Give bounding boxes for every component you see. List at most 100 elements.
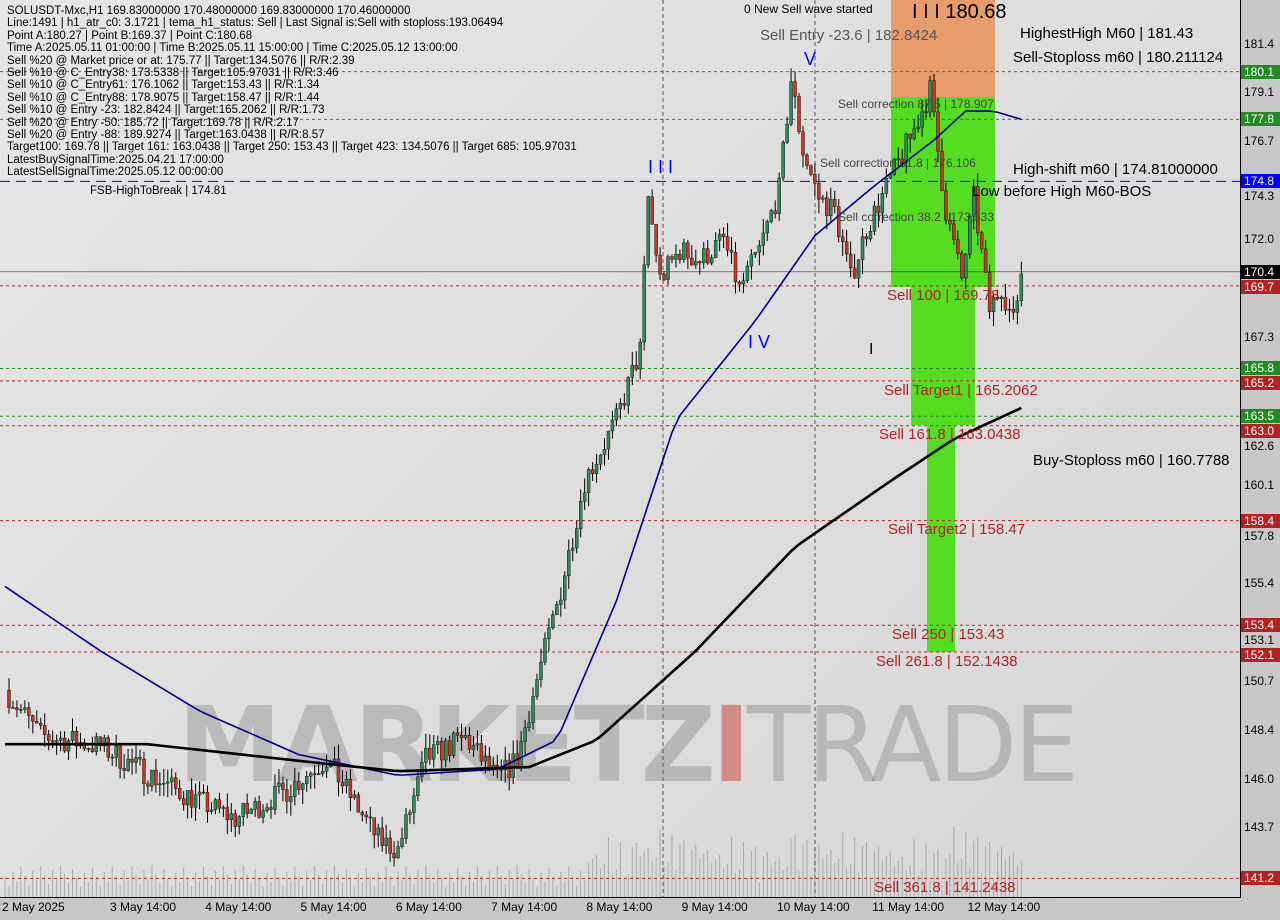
candle-body bbox=[285, 789, 289, 802]
volume-bar bbox=[123, 871, 125, 897]
volume-bar bbox=[135, 875, 137, 897]
volume-bar bbox=[957, 863, 959, 897]
candle-body bbox=[575, 528, 579, 549]
candle-body bbox=[694, 261, 698, 266]
candle-body bbox=[82, 742, 87, 750]
highest-high-label: HighestHigh M60 | 181.43 bbox=[1020, 25, 1194, 42]
volume-bar bbox=[596, 855, 598, 897]
volume-bar bbox=[250, 883, 252, 897]
volume-bar bbox=[981, 873, 983, 897]
volume-bar bbox=[806, 840, 808, 897]
candle-body bbox=[737, 281, 742, 285]
candle-body bbox=[638, 341, 642, 370]
info-line: Sell %10 @ C_Entry38: 173.5338 || Target… bbox=[7, 67, 339, 80]
candle-body bbox=[46, 734, 51, 741]
volume-bar bbox=[345, 869, 347, 897]
volume-bar bbox=[127, 880, 129, 897]
candle-body bbox=[781, 142, 785, 179]
volume-bar bbox=[584, 880, 586, 897]
volume-bar bbox=[75, 878, 77, 897]
candle-body bbox=[670, 256, 674, 260]
candle-body bbox=[134, 757, 138, 763]
candle-body bbox=[559, 599, 563, 605]
candle-body bbox=[269, 807, 273, 810]
volume-bar bbox=[993, 878, 995, 897]
volume-bar bbox=[282, 886, 284, 897]
candle-body bbox=[793, 81, 797, 97]
candle-body bbox=[527, 722, 531, 728]
y-tick-label: 176.7 bbox=[1244, 134, 1275, 149]
price-chart[interactable] bbox=[0, 0, 1240, 897]
info-panel: SOLUSDT-Mxc,H1 169.83000000 170.48000000… bbox=[7, 5, 577, 179]
candle-body bbox=[777, 177, 781, 215]
volume-bar bbox=[667, 862, 669, 897]
volume-bar bbox=[854, 837, 856, 897]
candle-body bbox=[535, 679, 539, 697]
candle-body bbox=[908, 133, 912, 139]
volume-bar bbox=[457, 868, 459, 897]
candle-body bbox=[106, 737, 110, 758]
info-line: Sell %20 @ Market price or at: 175.77 ||… bbox=[7, 54, 355, 67]
volume-bar bbox=[540, 873, 542, 897]
sell-100-label: Sell 100 | 169.78 bbox=[887, 287, 1000, 304]
candle-body bbox=[455, 732, 460, 736]
volume-bar bbox=[12, 872, 14, 897]
candle-body bbox=[630, 364, 634, 378]
candle-body bbox=[578, 501, 583, 529]
candle-body bbox=[924, 111, 928, 113]
volume-bar bbox=[24, 876, 26, 897]
candle-body bbox=[749, 254, 754, 267]
candle-body bbox=[995, 297, 1000, 300]
candle-body bbox=[217, 799, 222, 809]
candle-body bbox=[122, 768, 126, 771]
volume-bar bbox=[977, 837, 979, 897]
candle-body bbox=[912, 128, 916, 139]
candle-body bbox=[213, 799, 218, 811]
volume-bar bbox=[294, 867, 296, 897]
volume-bar bbox=[72, 869, 74, 897]
candle-body bbox=[90, 748, 95, 752]
volume-bar bbox=[1020, 861, 1022, 897]
price-tag: 158.4 bbox=[1241, 513, 1280, 528]
price-tag: 152.1 bbox=[1241, 648, 1280, 663]
volume-bar bbox=[310, 880, 312, 897]
volume-bar bbox=[794, 835, 796, 897]
y-tick-label: 167.3 bbox=[1244, 330, 1275, 345]
y-tick-label: 148.4 bbox=[1244, 722, 1275, 737]
volume-bar bbox=[873, 851, 875, 897]
candle-body bbox=[964, 254, 968, 279]
volume-bar bbox=[87, 882, 89, 897]
info-line: SOLUSDT-Mxc,H1 169.83000000 170.48000000… bbox=[7, 5, 411, 17]
volume-bar bbox=[254, 869, 256, 897]
volume-bar bbox=[810, 876, 812, 897]
candle-body bbox=[745, 265, 750, 282]
volume-bar bbox=[369, 877, 371, 897]
y-tick-label: 143.7 bbox=[1244, 820, 1275, 835]
candle-body bbox=[384, 837, 388, 846]
plot-area[interactable]: MARKETZITRADE SOLUSDT-Mxc,H1 169.8300000… bbox=[0, 0, 1241, 898]
candle-body bbox=[741, 280, 746, 285]
volume-bar bbox=[647, 848, 649, 897]
candle-body bbox=[447, 740, 452, 756]
candle-body bbox=[459, 735, 464, 738]
volume-bar bbox=[687, 876, 689, 897]
volume-bar bbox=[985, 846, 987, 897]
candle-body bbox=[717, 233, 722, 241]
volume-bar bbox=[60, 865, 62, 897]
candle-body bbox=[563, 575, 567, 601]
candle-body bbox=[233, 813, 237, 827]
price-tag: 174.8 bbox=[1241, 174, 1280, 189]
sell-entry-zone bbox=[891, 0, 995, 97]
volume-bar bbox=[893, 865, 895, 897]
candle-body bbox=[936, 111, 940, 152]
volume-bar bbox=[818, 845, 820, 897]
volume-bar bbox=[393, 885, 395, 897]
volume-bar bbox=[516, 865, 518, 897]
wave-iv-label: I V bbox=[748, 332, 771, 352]
volume-bar bbox=[723, 868, 725, 897]
candle-body bbox=[602, 448, 607, 456]
volume-bar bbox=[195, 872, 197, 897]
volume-bar bbox=[588, 863, 590, 897]
candle-body bbox=[567, 550, 571, 577]
